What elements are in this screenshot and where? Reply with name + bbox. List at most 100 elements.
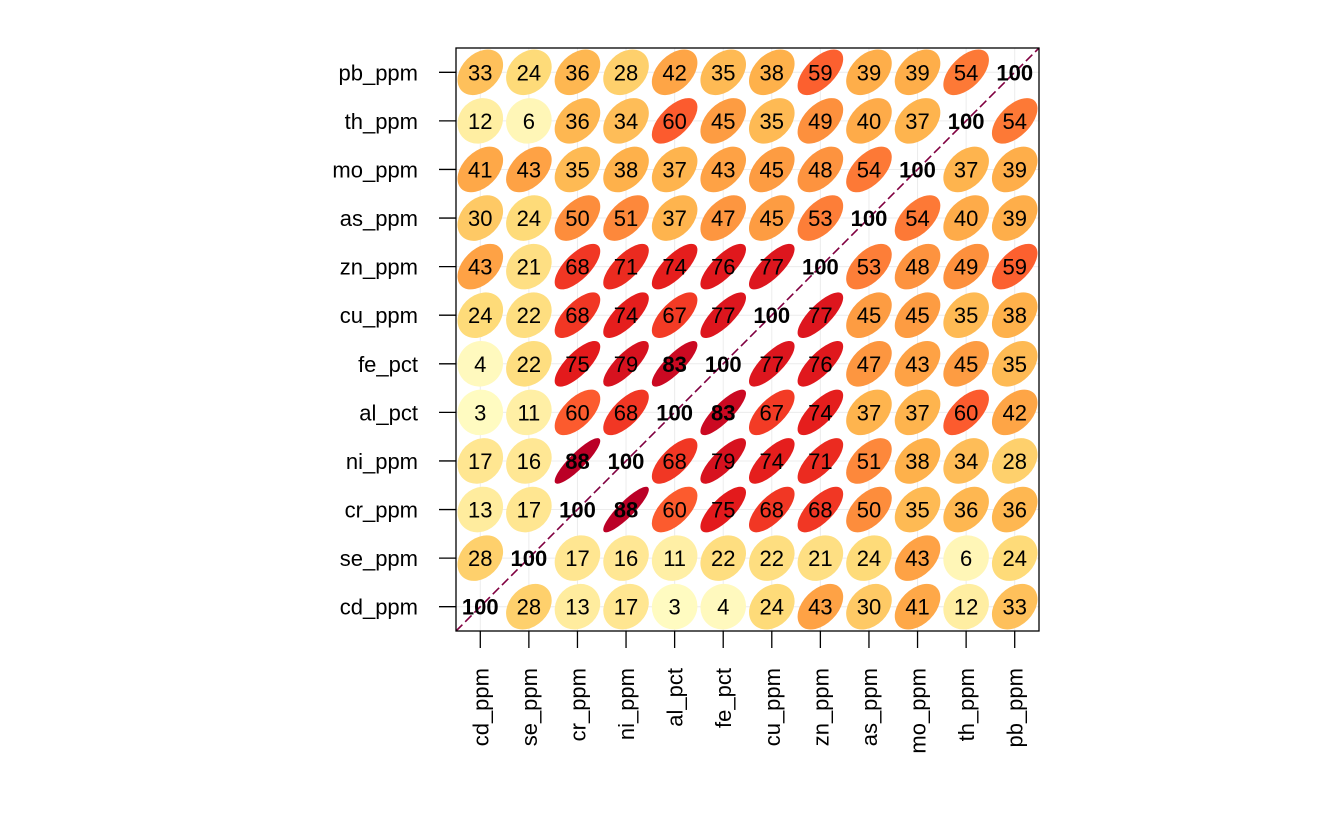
cell-label-ni_ppm-cu_ppm: 74 <box>614 303 638 328</box>
ellipse-th_ppm-fe_pct <box>943 341 989 387</box>
ellipse-ni_ppm-mo_ppm <box>603 146 649 193</box>
ellipse-al_pct-zn_ppm <box>651 243 698 290</box>
cell-label-th_ppm-as_ppm: 40 <box>954 206 978 231</box>
ellipse-cd_ppm-cu_ppm <box>457 292 504 339</box>
ellipse-se_ppm-th_ppm <box>506 98 552 144</box>
ellipse-as_ppm-cr_ppm <box>846 486 892 533</box>
ellipse-zn_ppm-th_ppm <box>797 98 844 144</box>
ellipse-mo_ppm-cr_ppm <box>894 486 941 533</box>
cell-label-cr_ppm-cu_ppm: 68 <box>565 303 589 328</box>
cell-label-th_ppm-al_pct: 60 <box>954 400 978 425</box>
ellipse-fe_pct-th_ppm <box>700 98 746 144</box>
cell-label-cu_ppm-cr_ppm: 68 <box>760 498 784 523</box>
ellipse-cr_ppm-fe_pct <box>554 340 601 387</box>
ellipse-al_pct-as_ppm <box>651 195 698 241</box>
cell-label-cr_ppm-ni_ppm: 88 <box>565 449 589 474</box>
cell-label-fe_pct-al_pct: 83 <box>711 400 735 425</box>
ellipse-fe_pct-ni_ppm <box>700 438 746 484</box>
cell-label-ni_ppm-cd_ppm: 17 <box>614 595 638 620</box>
cell-label-al_pct-al_pct: 100 <box>656 400 693 425</box>
cell-label-zn_ppm-cr_ppm: 68 <box>808 498 832 523</box>
ellipse-cd_ppm-cr_ppm <box>457 486 504 533</box>
ellipse-cd_ppm-mo_ppm <box>457 146 504 193</box>
cell-label-pb_ppm-cd_ppm: 33 <box>1002 595 1026 620</box>
ellipse-as_ppm-mo_ppm <box>846 146 892 193</box>
cell-label-th_ppm-se_ppm: 6 <box>960 546 972 571</box>
ellipse-cr_ppm-pb_ppm <box>554 49 601 96</box>
cell-label-al_pct-se_ppm: 11 <box>663 546 686 571</box>
ellipse-as_ppm-cu_ppm <box>846 292 892 338</box>
cell-label-cr_ppm-cd_ppm: 13 <box>565 595 589 620</box>
ellipse-pb_ppm-ni_ppm <box>991 438 1038 484</box>
ellipse-as_ppm-ni_ppm <box>846 438 892 484</box>
cell-label-cd_ppm-as_ppm: 30 <box>468 206 492 231</box>
ellipse-pb_ppm-zn_ppm <box>991 243 1038 290</box>
cell-label-se_ppm-cu_ppm: 22 <box>517 303 541 328</box>
ellipse-se_ppm-cd_ppm <box>506 583 552 630</box>
ellipse-cr_ppm-ni_ppm <box>554 438 601 484</box>
ellipse-zn_ppm-cd_ppm <box>797 583 844 630</box>
cell-label-zn_ppm-fe_pct: 76 <box>808 352 832 377</box>
ellipse-se_ppm-fe_pct <box>506 341 552 387</box>
y-tick-label-al_pct: al_pct <box>359 400 418 425</box>
cell-label-se_ppm-as_ppm: 24 <box>517 206 541 231</box>
ellipse-cd_ppm-se_ppm <box>457 535 504 581</box>
ellipse-cu_ppm-fe_pct <box>748 341 795 387</box>
cell-label-pb_ppm-se_ppm: 24 <box>1002 546 1026 571</box>
ellipse-cd_ppm-ni_ppm <box>457 438 504 484</box>
ellipse-fe_pct-as_ppm <box>700 195 746 241</box>
grid-lines <box>456 48 1039 631</box>
ellipse-cu_ppm-zn_ppm <box>748 243 795 290</box>
cell-label-cr_ppm-pb_ppm: 36 <box>565 60 589 85</box>
cell-label-cr_ppm-al_pct: 60 <box>565 400 589 425</box>
cell-label-as_ppm-zn_ppm: 53 <box>857 255 881 280</box>
ellipse-fe_pct-cr_ppm <box>700 486 747 533</box>
ellipse-zn_ppm-cr_ppm <box>797 486 844 533</box>
ellipse-th_ppm-as_ppm <box>943 195 989 241</box>
ellipse-cu_ppm-se_ppm <box>749 535 795 581</box>
cell-label-se_ppm-mo_ppm: 43 <box>517 157 541 182</box>
ellipse-ni_ppm-pb_ppm <box>603 49 649 96</box>
y-tick-label-cd_ppm: cd_ppm <box>340 595 418 620</box>
ellipse-se_ppm-as_ppm <box>506 195 552 241</box>
cell-label-cd_ppm-se_ppm: 28 <box>468 546 492 571</box>
cell-label-al_pct-as_ppm: 37 <box>662 206 686 231</box>
x-tick-label-cd_ppm: cd_ppm <box>468 668 493 746</box>
y-tick-label-pb_ppm: pb_ppm <box>338 60 418 85</box>
ellipse-se_ppm-zn_ppm <box>506 243 552 290</box>
ellipse-fe_pct-cd_ppm <box>700 583 746 630</box>
ellipse-cd_ppm-fe_pct <box>457 341 504 387</box>
ellipse-al_pct-ni_ppm <box>651 438 698 484</box>
cell-label-ni_ppm-th_ppm: 34 <box>614 109 638 134</box>
y-tick-label-fe_pct: fe_pct <box>358 352 418 377</box>
cell-label-cr_ppm-fe_pct: 75 <box>565 352 589 377</box>
cell-label-fe_pct-cd_ppm: 4 <box>717 595 729 620</box>
cell-label-se_ppm-zn_ppm: 21 <box>517 255 541 280</box>
cell-label-mo_ppm-al_pct: 37 <box>905 400 929 425</box>
cell-label-cu_ppm-al_pct: 67 <box>760 400 784 425</box>
ellipse-ni_ppm-cd_ppm <box>603 583 649 630</box>
ellipse-ni_ppm-zn_ppm <box>603 243 649 290</box>
ellipse-al_pct-pb_ppm <box>651 49 698 96</box>
ellipse-zn_ppm-mo_ppm <box>797 146 844 193</box>
ellipse-zn_ppm-cu_ppm <box>797 292 844 338</box>
ellipse-al_pct-cr_ppm <box>651 486 698 533</box>
ellipse-cd_ppm-al_pct <box>457 389 504 436</box>
cell-label-cu_ppm-th_ppm: 35 <box>760 109 784 134</box>
ellipse-fe_pct-zn_ppm <box>700 243 747 290</box>
cell-label-se_ppm-fe_pct: 22 <box>517 352 541 377</box>
ellipse-th_ppm-cr_ppm <box>943 486 989 533</box>
ellipse-zn_ppm-pb_ppm <box>797 49 844 96</box>
ellipse-as_ppm-fe_pct <box>846 341 892 387</box>
cell-label-fe_pct-as_ppm: 47 <box>711 206 735 231</box>
ellipse-cu_ppm-cd_ppm <box>748 583 795 630</box>
ellipse-cr_ppm-se_ppm <box>554 535 601 581</box>
x-axis: cd_ppm se_ppm cr_ppm ni_ppm al_pct fe_pct cu_p… <box>468 631 1028 754</box>
x-tick-label-al_pct: al_pct <box>663 668 688 727</box>
ellipse-cu_ppm-mo_ppm <box>749 146 795 193</box>
cell-label-se_ppm-ni_ppm: 16 <box>517 449 541 474</box>
ellipse-se_ppm-ni_ppm <box>506 438 552 484</box>
x-tick-label-cu_ppm: cu_ppm <box>760 668 785 746</box>
ellipse-th_ppm-se_ppm <box>943 535 989 581</box>
cell-label-al_pct-th_ppm: 60 <box>662 109 686 134</box>
